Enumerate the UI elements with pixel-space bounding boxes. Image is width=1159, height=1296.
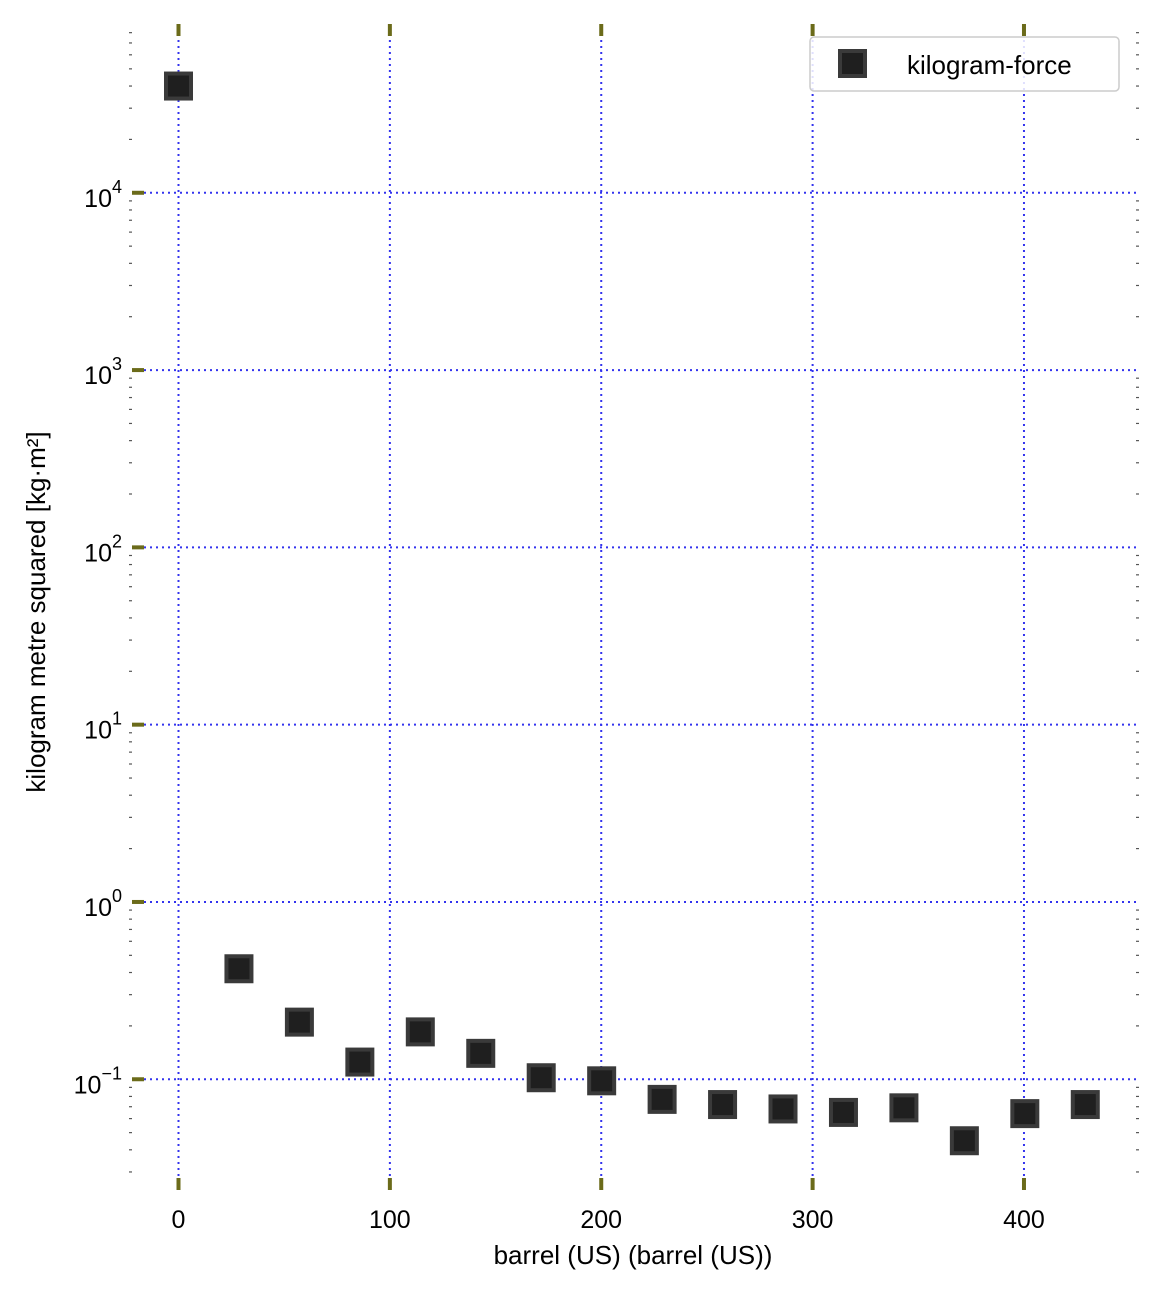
y-axis-label: kilogram metre squared [kg·m²]	[21, 431, 51, 792]
data-point	[828, 1097, 858, 1127]
y-tick-label: 103	[84, 354, 122, 390]
data-point	[466, 1038, 496, 1068]
y-tick-label: 102	[84, 531, 122, 567]
y-tick-label: 10−1	[74, 1063, 122, 1099]
y-tick-label: 101	[84, 709, 122, 745]
x-tick-label: 100	[369, 1206, 411, 1234]
x-axis-label: barrel (US) (barrel (US))	[494, 1240, 773, 1270]
x-tick-label: 200	[580, 1206, 622, 1234]
y-tick-labels: 10−1 100 101 102 103 104	[74, 177, 122, 1099]
grid	[132, 28, 1136, 1186]
x-tick-label: 400	[1003, 1206, 1045, 1234]
y-tick-label: 104	[84, 177, 122, 213]
major-ticks	[132, 24, 1026, 1190]
legend-label: kilogram-force	[907, 50, 1072, 80]
data-point	[647, 1084, 677, 1114]
data-point	[708, 1090, 738, 1120]
data-point	[889, 1093, 919, 1123]
legend: kilogram-force	[809, 36, 1120, 92]
data-point	[284, 1007, 314, 1037]
legend-marker	[838, 49, 867, 78]
x-tick-label: 0	[172, 1206, 186, 1234]
y-tick-label: 100	[84, 886, 122, 922]
legend-box	[809, 36, 1120, 92]
data-point	[949, 1126, 979, 1156]
data-point	[345, 1047, 375, 1077]
data-point	[1070, 1090, 1100, 1120]
minor-ticks	[129, 32, 1139, 1173]
x-tick-label: 300	[792, 1206, 834, 1234]
data-point	[1010, 1099, 1040, 1129]
data-point	[526, 1063, 556, 1093]
data-points	[164, 71, 1100, 1156]
data-point	[164, 71, 194, 101]
data-point	[224, 954, 254, 984]
x-tick-labels: 0 100 200 300 400	[172, 1206, 1045, 1234]
data-point	[405, 1017, 435, 1047]
data-point	[587, 1066, 617, 1096]
data-point	[768, 1094, 798, 1124]
